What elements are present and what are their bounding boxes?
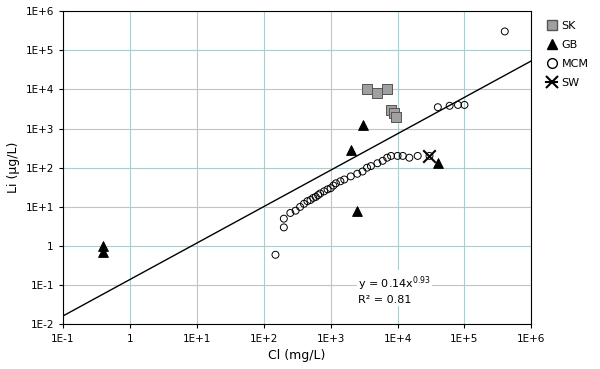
MCM bbox=[425, 153, 434, 159]
SK bbox=[386, 107, 396, 113]
MCM bbox=[295, 204, 305, 210]
MCM bbox=[352, 171, 362, 177]
MCM bbox=[305, 197, 315, 203]
X-axis label: Cl (mg/L): Cl (mg/L) bbox=[268, 349, 326, 362]
MCM bbox=[313, 192, 323, 198]
MCM bbox=[279, 224, 289, 230]
MCM bbox=[413, 153, 422, 159]
GB bbox=[433, 160, 443, 166]
MCM bbox=[291, 208, 301, 214]
MCM bbox=[378, 158, 388, 164]
SK bbox=[382, 86, 392, 92]
Y-axis label: Li (μg/L): Li (μg/L) bbox=[7, 142, 20, 193]
GB bbox=[98, 249, 108, 255]
MCM bbox=[319, 188, 329, 194]
MCM bbox=[460, 102, 469, 108]
GB bbox=[346, 147, 356, 153]
MCM bbox=[453, 102, 463, 108]
GB bbox=[358, 123, 367, 128]
MCM bbox=[382, 155, 392, 161]
MCM bbox=[279, 216, 289, 222]
MCM bbox=[340, 176, 349, 182]
MCM bbox=[386, 153, 396, 159]
MCM bbox=[433, 104, 443, 110]
MCM bbox=[326, 185, 335, 191]
MCM bbox=[316, 190, 325, 196]
SK bbox=[391, 114, 401, 120]
MCM bbox=[323, 186, 332, 192]
MCM bbox=[331, 180, 341, 186]
MCM bbox=[393, 153, 403, 159]
MCM bbox=[398, 153, 407, 159]
MCM bbox=[500, 28, 509, 34]
MCM bbox=[404, 155, 414, 161]
MCM bbox=[335, 178, 345, 184]
SK bbox=[373, 90, 382, 96]
Text: y = 0.14x$^{0.93}$
R² = 0.81: y = 0.14x$^{0.93}$ R² = 0.81 bbox=[358, 274, 431, 304]
MCM bbox=[362, 165, 372, 170]
GB bbox=[98, 243, 108, 249]
MCM bbox=[271, 252, 280, 258]
MCM bbox=[329, 183, 338, 189]
SW bbox=[425, 153, 434, 159]
MCM bbox=[373, 160, 382, 166]
Legend: SK, GB, MCM, SW: SK, GB, MCM, SW bbox=[542, 17, 593, 92]
MCM bbox=[366, 163, 376, 169]
GB bbox=[352, 208, 362, 214]
MCM bbox=[286, 210, 295, 216]
MCM bbox=[445, 103, 454, 109]
SK bbox=[362, 86, 372, 92]
MCM bbox=[358, 169, 367, 175]
MCM bbox=[311, 194, 320, 200]
MCM bbox=[346, 173, 356, 179]
MCM bbox=[302, 198, 312, 204]
SK bbox=[389, 110, 399, 116]
MCM bbox=[308, 195, 318, 201]
MCM bbox=[299, 201, 309, 207]
